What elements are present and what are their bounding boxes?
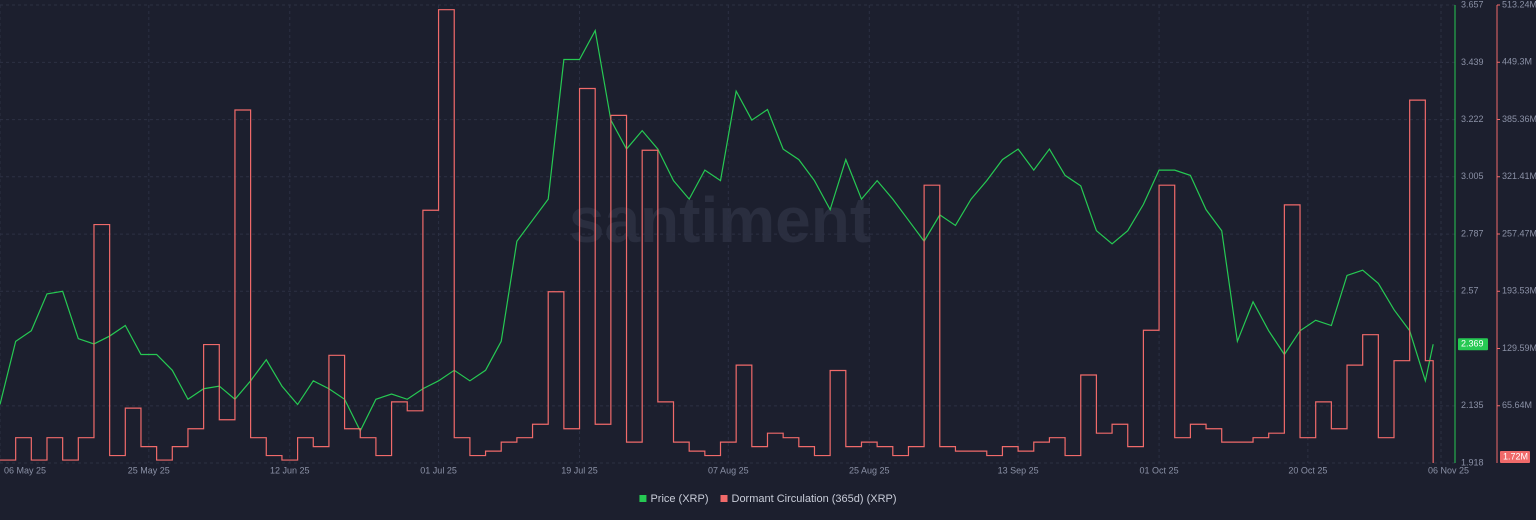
x-tick-label: 25 May 25	[128, 465, 170, 475]
series-line	[0, 9, 1434, 463]
watermark: santiment	[569, 184, 871, 256]
legend-label: Price (XRP)	[650, 493, 708, 505]
x-tick-label: 07 Aug 25	[708, 465, 749, 475]
y-tick-label: 3.439	[1461, 57, 1484, 67]
y2-tick-label: 449.3M	[1502, 57, 1532, 67]
y-tick-label: 3.657	[1461, 0, 1484, 9]
series-line	[0, 28, 1434, 433]
x-tick-label: 06 May 25	[4, 465, 46, 475]
x-tick-label: 20 Oct 25	[1288, 465, 1327, 475]
dormant-badge	[1500, 451, 1530, 463]
y-tick-label: 3.005	[1461, 171, 1484, 181]
y-tick-label: 2.57	[1461, 286, 1479, 296]
y2-tick-label: 385.36M	[1502, 114, 1536, 124]
legend: Price (XRP) Dormant Circulation (365d) (X…	[639, 493, 897, 505]
y-tick-label: 1.918	[1461, 457, 1484, 467]
y2-tick-label: 65.64M	[1502, 400, 1532, 410]
price-badge	[1458, 338, 1488, 351]
price-badge-label: 2.369	[1461, 339, 1484, 349]
y-tick-label: 3.222	[1461, 114, 1484, 124]
y2-tick-label: 257.47M	[1502, 228, 1536, 238]
x-tick-label: 12 Jun 25	[270, 465, 310, 475]
dormant-badge-label: 1.72M	[1503, 451, 1528, 461]
y2-tick-label: 321.41M	[1502, 171, 1536, 181]
x-tick-label: 01 Oct 25	[1140, 465, 1179, 475]
legend-label: Dormant Circulation (365d) (XRP)	[732, 493, 897, 505]
x-tick-label: 01 Jul 25	[420, 465, 457, 475]
y2-tick-label: 513.24M	[1502, 0, 1536, 9]
y2-tick-label: 193.53M	[1502, 286, 1536, 296]
x-tick-label: 25 Aug 25	[849, 465, 890, 475]
x-tick-label: 13 Sep 25	[998, 465, 1039, 475]
legend-swatch	[639, 495, 647, 502]
legend-swatch	[720, 495, 728, 502]
x-tick-label: 06 Nov 25	[1428, 465, 1469, 475]
x-tick-label: 19 Jul 25	[561, 465, 598, 475]
y-tick-label: 2.135	[1461, 400, 1484, 410]
y-tick-label: 2.787	[1461, 229, 1484, 239]
y2-tick-label: 129.59M	[1502, 343, 1536, 353]
